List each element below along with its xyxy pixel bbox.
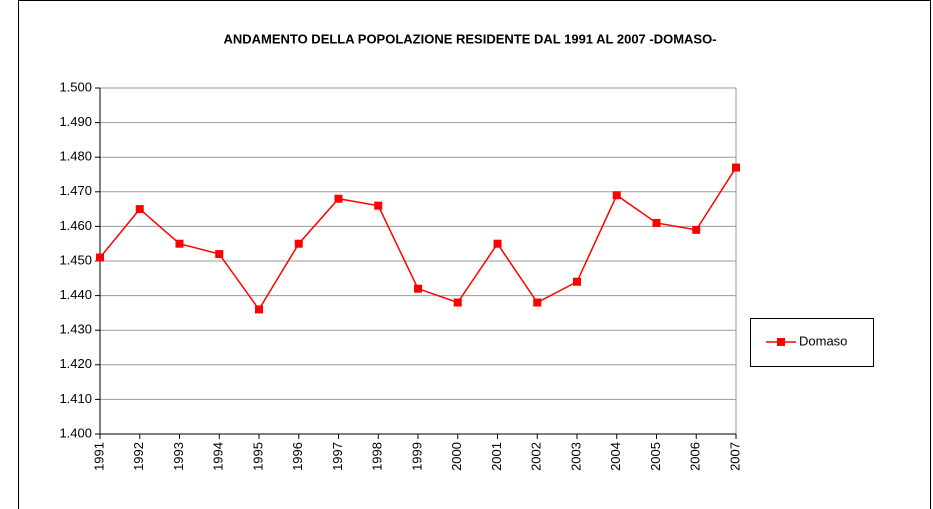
y-tick-label: 1.500 <box>59 79 92 94</box>
y-tick-label: 1.480 <box>59 149 92 164</box>
x-tick-label: 1998 <box>370 442 385 471</box>
y-tick-label: 1.430 <box>59 322 92 337</box>
x-tick-label: 1996 <box>290 442 305 471</box>
marker <box>294 239 303 248</box>
chart-title: ANDAMENTO DELLA POPOLAZIONE RESIDENTE DA… <box>223 31 716 46</box>
marker <box>493 239 502 248</box>
x-tick-label: 1995 <box>250 442 265 471</box>
marker <box>175 239 184 248</box>
marker <box>612 191 621 200</box>
legend-label: Domaso <box>799 333 847 348</box>
y-tick-label: 1.460 <box>59 218 92 233</box>
marker <box>453 298 462 307</box>
marker <box>215 250 224 259</box>
y-tick-label: 1.400 <box>59 425 92 440</box>
x-tick-label: 2002 <box>529 442 544 471</box>
legend-marker <box>777 338 785 346</box>
marker <box>334 194 343 203</box>
x-tick-label: 2005 <box>648 442 663 471</box>
y-tick-label: 1.420 <box>59 356 92 371</box>
x-tick-label: 1993 <box>171 442 186 471</box>
chart-border <box>18 0 931 509</box>
y-tick-label: 1.410 <box>59 391 92 406</box>
marker <box>732 163 740 172</box>
marker <box>573 277 581 286</box>
marker <box>533 298 542 307</box>
marker <box>414 284 422 293</box>
x-tick-label: 1994 <box>211 442 226 471</box>
marker <box>96 253 104 262</box>
marker <box>692 225 701 234</box>
marker <box>374 201 383 210</box>
marker <box>652 218 661 227</box>
x-tick-label: 1992 <box>131 442 146 471</box>
x-tick-label: 2000 <box>449 442 464 471</box>
x-tick-label: 2003 <box>568 442 583 471</box>
marker <box>135 205 144 214</box>
y-tick-label: 1.470 <box>59 183 92 198</box>
y-tick-label: 1.490 <box>59 114 92 129</box>
x-tick-label: 2004 <box>608 442 623 471</box>
x-tick-label: 1999 <box>409 442 424 471</box>
x-tick-label: 2006 <box>688 442 703 471</box>
x-tick-label: 1997 <box>330 442 345 471</box>
y-tick-label: 1.440 <box>59 287 92 302</box>
x-tick-label: 1991 <box>91 442 106 471</box>
x-tick-label: 2001 <box>489 442 504 471</box>
x-tick-label: 2007 <box>727 442 742 471</box>
y-tick-label: 1.450 <box>59 252 92 267</box>
marker <box>255 305 263 314</box>
